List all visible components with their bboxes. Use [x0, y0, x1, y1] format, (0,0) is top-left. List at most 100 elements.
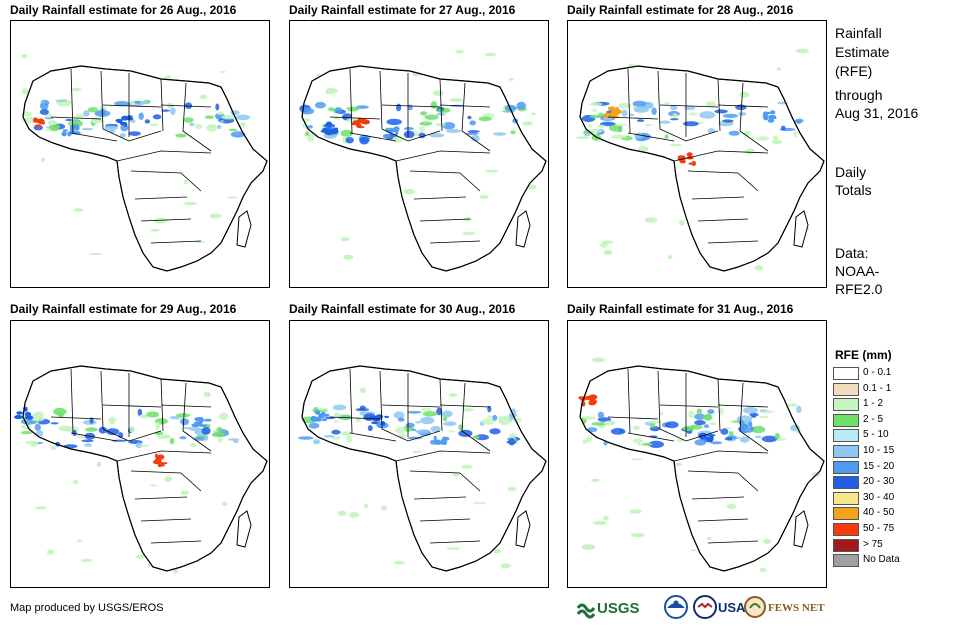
- rainfall-cell: [419, 121, 433, 126]
- rainfall-cell-heavy: [707, 439, 713, 443]
- rainfall-cell-light: [592, 357, 605, 363]
- country-border: [329, 116, 381, 120]
- rainfall-cell: [111, 439, 128, 442]
- country-border: [50, 416, 102, 420]
- country-border: [381, 428, 441, 442]
- rainfall-cell: [664, 102, 671, 105]
- rainfall-cell: [694, 439, 707, 446]
- rainfall-cell-light: [590, 478, 600, 483]
- rainfall-cell: [489, 428, 501, 435]
- rainfall-cell: [189, 122, 195, 127]
- rainfall-cell: [478, 116, 492, 122]
- rainfall-cell-light: [172, 568, 179, 573]
- legend-swatch: [833, 554, 859, 568]
- country-border: [461, 82, 466, 132]
- rainfall-cell: [359, 136, 370, 145]
- rainfall-cell: [50, 422, 59, 425]
- rainfall-cell-light: [183, 202, 198, 206]
- rainfall-cell: [442, 122, 456, 130]
- rainfall-cell-heavy: [155, 457, 162, 463]
- rainfall-cell: [130, 119, 136, 123]
- rainfall-cell-heavy: [603, 112, 612, 119]
- legend-swatch: [833, 444, 859, 458]
- rainfall-cell-light: [47, 549, 54, 555]
- rainfall-cell: [307, 135, 315, 142]
- panel-title-5: Daily Rainfall estimate for 30 Aug., 201…: [289, 302, 516, 316]
- rainfall-cell: [34, 423, 41, 431]
- rainfall-cell-heavy: [686, 152, 693, 157]
- rainfall-cell: [510, 130, 516, 135]
- rainfall-cell-heavy: [332, 127, 339, 130]
- rainfall-cell: [751, 425, 766, 434]
- africa-map: [299, 50, 547, 272]
- rainfall-cell: [305, 131, 310, 136]
- rainfall-cell: [169, 107, 176, 116]
- legend-label: 50 - 75: [863, 522, 895, 534]
- rainfall-cell: [589, 114, 600, 119]
- rainfall-cell-light: [726, 503, 737, 510]
- rainfall-cell: [98, 426, 107, 434]
- rainfall-cell-heavy: [738, 426, 745, 432]
- rainfall-cell: [85, 427, 98, 432]
- rainfall-cell: [585, 436, 592, 443]
- madagascar: [515, 510, 531, 548]
- country-border: [395, 150, 491, 162]
- rainfall-cell-light: [744, 130, 751, 137]
- country-border: [329, 416, 381, 420]
- rainfall-cell: [179, 436, 187, 440]
- rainfall-cell: [39, 102, 49, 110]
- country-border: [349, 132, 397, 142]
- rainfall-cell: [442, 410, 453, 418]
- legend-label: 1 - 2: [863, 398, 884, 410]
- rainfall-cell-heavy: [325, 121, 333, 127]
- rainfall-cell-light: [763, 538, 771, 544]
- country-border: [607, 116, 659, 120]
- country-border: [70, 68, 74, 134]
- rainfall-cell-light: [690, 549, 697, 552]
- rainfall-cell: [403, 127, 414, 131]
- rainfall-cell: [230, 131, 246, 138]
- rainfall-cell: [415, 421, 422, 424]
- rainfall-cell: [688, 112, 698, 116]
- rainfall-cell: [755, 435, 762, 439]
- coastline: [579, 365, 825, 572]
- rainfall-cell: [393, 411, 405, 419]
- rainfall-cell-heavy: [691, 160, 696, 166]
- rainfall-cell: [609, 124, 623, 132]
- country-border: [150, 540, 202, 544]
- rainfall-cell-light: [412, 451, 423, 454]
- coastline-outline: [579, 65, 825, 272]
- legend-swatch: [833, 367, 859, 380]
- side-through: through: [835, 87, 883, 103]
- rainfall-cell: [714, 109, 728, 114]
- rainfall-cell-heavy: [614, 106, 619, 113]
- country-border: [717, 404, 769, 408]
- rainfall-cell: [215, 103, 220, 111]
- rainfall-cell: [21, 424, 32, 430]
- rainfall-cell: [742, 407, 759, 414]
- rainfall-cell-heavy: [203, 418, 212, 422]
- rainfall-cell-heavy: [116, 118, 123, 124]
- country-border: [349, 68, 353, 134]
- rainfall-cell-heavy: [433, 439, 442, 445]
- coastline: [301, 65, 547, 272]
- rainfall-cell: [761, 435, 778, 443]
- rainfall-cell-heavy: [310, 415, 317, 422]
- rainfall-cell: [508, 437, 516, 446]
- rainfall-cell-heavy: [323, 128, 327, 132]
- credit-text: Map produced by USGS/EROS: [10, 602, 164, 614]
- map-panel-5: [289, 320, 549, 588]
- side-data-label: Data:: [835, 245, 869, 261]
- rainfall-cell: [435, 122, 446, 127]
- rainfall-cell: [672, 113, 678, 118]
- rainfall-cell: [614, 123, 627, 127]
- rainfall-cell: [347, 109, 358, 112]
- rainfall-cell: [403, 130, 415, 139]
- rainfall-cell: [443, 421, 457, 426]
- side-title-3: (RFE): [835, 63, 873, 79]
- rainfall-cell-light: [581, 544, 596, 550]
- rainfall-cell-light: [493, 548, 502, 554]
- rainfall-cell-light: [47, 120, 57, 126]
- rainfall-cell: [421, 407, 432, 412]
- rainfall-cell-heavy: [61, 131, 67, 137]
